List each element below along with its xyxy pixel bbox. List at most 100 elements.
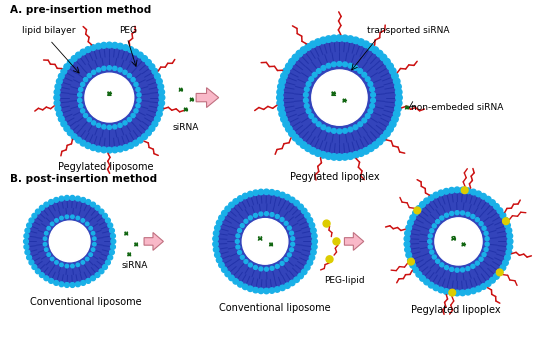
Circle shape: [471, 214, 475, 219]
Circle shape: [92, 70, 96, 74]
Circle shape: [247, 286, 253, 291]
Circle shape: [449, 290, 454, 295]
Circle shape: [275, 214, 279, 219]
Circle shape: [80, 49, 86, 55]
Circle shape: [67, 60, 73, 65]
Circle shape: [79, 104, 83, 108]
Circle shape: [102, 66, 106, 70]
Circle shape: [84, 78, 88, 82]
Circle shape: [54, 95, 60, 101]
Circle shape: [96, 43, 102, 49]
Circle shape: [305, 44, 311, 50]
Circle shape: [497, 208, 503, 213]
Circle shape: [244, 219, 248, 223]
Text: Pegylated lipoplex: Pegylated lipoplex: [411, 305, 501, 315]
Circle shape: [394, 78, 400, 84]
Circle shape: [24, 245, 29, 249]
Circle shape: [123, 145, 128, 150]
Circle shape: [133, 49, 139, 55]
Circle shape: [484, 248, 488, 251]
Circle shape: [253, 265, 257, 269]
Circle shape: [264, 212, 269, 215]
Circle shape: [67, 130, 73, 136]
Circle shape: [93, 237, 96, 240]
Circle shape: [64, 126, 70, 131]
Circle shape: [87, 118, 91, 122]
Circle shape: [89, 253, 92, 256]
Circle shape: [372, 142, 378, 148]
Circle shape: [292, 54, 299, 61]
Circle shape: [404, 241, 410, 247]
Circle shape: [95, 206, 100, 210]
Circle shape: [269, 288, 275, 293]
Circle shape: [358, 39, 364, 45]
Circle shape: [85, 47, 91, 52]
Circle shape: [65, 215, 69, 219]
Circle shape: [117, 43, 123, 49]
Circle shape: [358, 69, 363, 73]
Circle shape: [485, 281, 491, 287]
Circle shape: [466, 212, 470, 216]
Circle shape: [428, 282, 434, 288]
Circle shape: [471, 189, 476, 195]
Circle shape: [56, 78, 62, 84]
Circle shape: [25, 250, 30, 255]
Circle shape: [353, 37, 359, 44]
Circle shape: [370, 104, 375, 108]
Circle shape: [311, 250, 316, 255]
Circle shape: [45, 248, 48, 251]
Circle shape: [146, 60, 151, 65]
Circle shape: [479, 222, 483, 226]
Circle shape: [413, 267, 418, 273]
Circle shape: [45, 232, 48, 235]
Circle shape: [86, 278, 91, 283]
Circle shape: [97, 123, 100, 128]
Circle shape: [296, 50, 302, 57]
Circle shape: [396, 94, 402, 101]
Circle shape: [49, 199, 54, 204]
Circle shape: [219, 262, 224, 268]
Circle shape: [321, 125, 326, 130]
Circle shape: [24, 234, 29, 238]
FancyArrow shape: [144, 233, 163, 250]
Circle shape: [264, 288, 269, 294]
Circle shape: [281, 116, 287, 122]
Circle shape: [152, 68, 158, 74]
Circle shape: [105, 218, 110, 223]
Circle shape: [505, 222, 511, 228]
Circle shape: [305, 145, 311, 152]
Circle shape: [314, 150, 321, 156]
Circle shape: [305, 87, 309, 92]
Circle shape: [394, 110, 400, 117]
Circle shape: [312, 244, 317, 250]
Circle shape: [444, 213, 449, 217]
Circle shape: [312, 239, 317, 244]
Circle shape: [395, 83, 401, 90]
Circle shape: [91, 232, 95, 235]
Circle shape: [325, 153, 332, 159]
Circle shape: [55, 106, 61, 111]
Circle shape: [238, 282, 243, 287]
Circle shape: [301, 269, 307, 275]
Circle shape: [311, 228, 316, 233]
Circle shape: [64, 64, 70, 69]
Circle shape: [283, 68, 289, 74]
Text: B. post-insertion method: B. post-insertion method: [10, 174, 157, 184]
Circle shape: [413, 210, 418, 216]
Circle shape: [376, 138, 383, 145]
Circle shape: [480, 194, 486, 199]
Circle shape: [91, 202, 96, 207]
Circle shape: [108, 255, 112, 260]
Circle shape: [280, 38, 399, 157]
Circle shape: [215, 252, 220, 258]
Circle shape: [233, 279, 239, 284]
Circle shape: [476, 261, 479, 265]
Circle shape: [253, 287, 258, 293]
Circle shape: [337, 62, 342, 66]
Circle shape: [506, 228, 512, 233]
Circle shape: [108, 223, 112, 228]
Circle shape: [289, 231, 294, 235]
Circle shape: [365, 77, 370, 81]
Circle shape: [54, 89, 60, 95]
Circle shape: [238, 228, 241, 233]
